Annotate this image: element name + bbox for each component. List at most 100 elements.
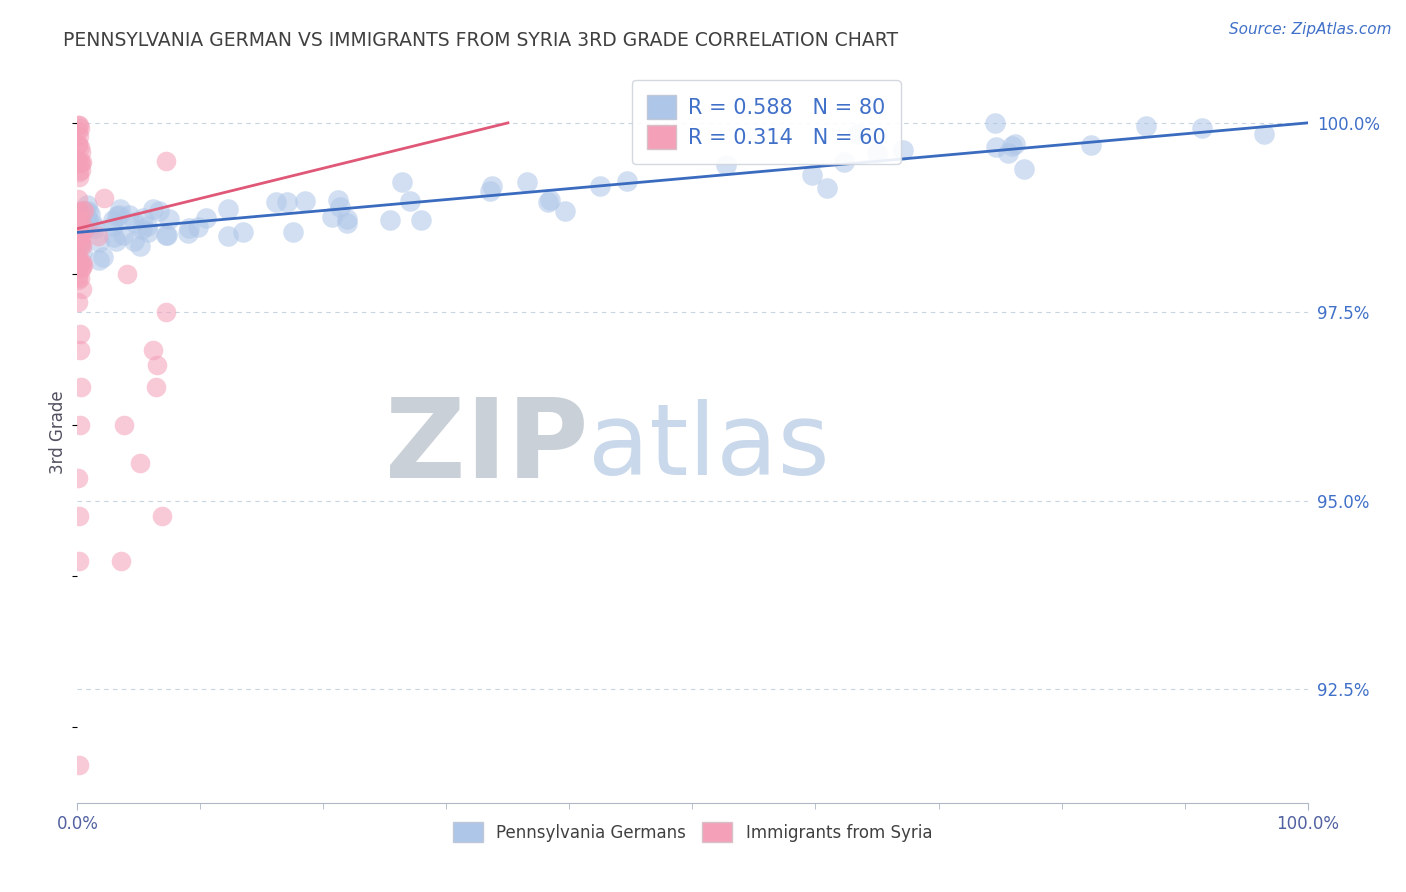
Text: atlas: atlas <box>588 399 830 496</box>
Point <box>87 235 110 250</box>
Point <box>67 258 90 272</box>
Point <box>111 228 134 243</box>
Point <box>67 138 90 153</box>
Point <box>479 185 502 199</box>
Point <box>67 211 90 225</box>
Point <box>66 221 89 235</box>
Point <box>69 262 91 277</box>
Point <box>336 216 359 230</box>
Point <box>378 212 401 227</box>
Point <box>187 220 209 235</box>
Point <box>67 118 90 132</box>
Point <box>105 209 128 223</box>
Point <box>103 230 125 244</box>
Point <box>129 238 152 252</box>
Point <box>67 169 90 184</box>
Point <box>115 267 138 281</box>
Point <box>67 226 90 240</box>
Point <box>984 140 1007 154</box>
Point <box>76 204 98 219</box>
Point <box>984 116 1007 130</box>
Point <box>70 245 93 260</box>
Point <box>276 195 298 210</box>
Point <box>217 202 239 217</box>
Point <box>93 191 115 205</box>
Point <box>131 211 153 225</box>
Point <box>67 124 90 138</box>
Point <box>76 215 98 229</box>
Point <box>122 215 145 229</box>
Point <box>481 179 503 194</box>
Point <box>148 204 170 219</box>
Point <box>142 343 165 357</box>
Point <box>69 140 91 154</box>
Point <box>67 165 90 179</box>
Point <box>73 203 96 218</box>
Text: ZIP: ZIP <box>384 394 588 501</box>
Point <box>714 158 737 172</box>
Point <box>69 214 91 228</box>
Point <box>1012 162 1035 177</box>
Point <box>281 225 304 239</box>
Point <box>194 211 217 225</box>
Point <box>66 295 89 310</box>
Point <box>69 156 91 170</box>
Point <box>69 418 91 433</box>
Point <box>146 358 169 372</box>
Point <box>69 205 91 219</box>
Point <box>70 239 93 253</box>
Point <box>110 554 132 568</box>
Point <box>538 193 561 207</box>
Point <box>1135 119 1157 133</box>
Point <box>67 273 90 287</box>
Point <box>67 228 90 243</box>
Point <box>66 212 89 227</box>
Point <box>217 228 239 243</box>
Point <box>66 136 89 151</box>
Point <box>76 198 98 212</box>
Point <box>399 194 422 209</box>
Point <box>66 249 89 263</box>
Point <box>67 204 90 219</box>
Point <box>69 237 91 252</box>
Point <box>145 380 167 394</box>
Point <box>67 232 90 246</box>
Point <box>69 270 91 285</box>
Point <box>69 238 91 252</box>
Point <box>69 163 91 178</box>
Point <box>69 120 91 135</box>
Point <box>69 227 91 241</box>
Point <box>866 146 889 161</box>
Point <box>72 258 94 272</box>
Point <box>1004 137 1026 152</box>
Point <box>66 254 89 268</box>
Point <box>409 213 432 227</box>
Point <box>69 343 91 357</box>
Point <box>76 211 98 225</box>
Point <box>801 168 824 182</box>
Point <box>155 227 177 242</box>
Point <box>70 260 93 274</box>
Point <box>321 210 343 224</box>
Point <box>72 255 94 269</box>
Point <box>87 252 110 267</box>
Point <box>73 204 96 219</box>
Point <box>108 208 131 222</box>
Point <box>67 554 90 568</box>
Text: PENNSYLVANIA GERMAN VS IMMIGRANTS FROM SYRIA 3RD GRADE CORRELATION CHART: PENNSYLVANIA GERMAN VS IMMIGRANTS FROM S… <box>63 31 898 50</box>
Point <box>69 255 91 269</box>
Point <box>84 221 107 235</box>
Point <box>891 143 914 157</box>
Point <box>67 192 90 206</box>
Point <box>156 228 179 243</box>
Point <box>616 174 638 188</box>
Point <box>1191 120 1213 135</box>
Point <box>101 213 124 227</box>
Point <box>75 221 97 235</box>
Point <box>150 508 173 523</box>
Point <box>70 380 93 394</box>
Point <box>537 195 560 210</box>
Point <box>69 234 91 248</box>
Point <box>67 471 90 485</box>
Point <box>516 175 538 189</box>
